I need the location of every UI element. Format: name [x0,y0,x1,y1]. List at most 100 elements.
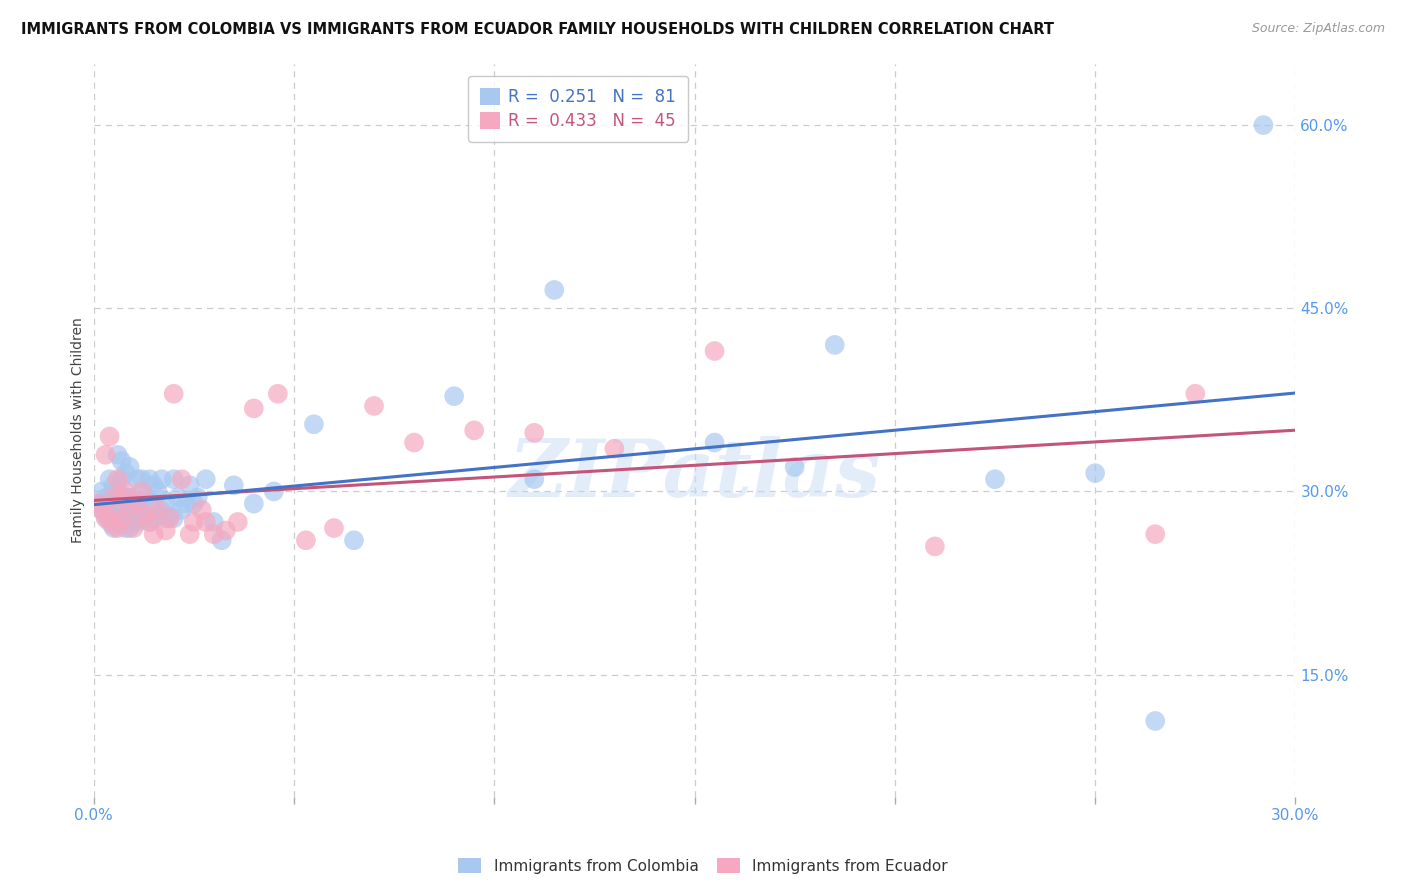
Point [243,401,266,416]
Point [90,502,112,516]
Point [103,491,125,505]
Point [103,491,125,505]
Point [110,491,132,505]
Point [114,466,136,480]
Y-axis label: Family Households with Children: Family Households with Children [72,318,86,543]
Point [94,511,117,525]
Point [131,494,153,508]
Point [131,511,153,525]
Point [94,448,117,462]
Point [118,460,141,475]
Point [122,521,145,535]
Point [94,508,117,523]
Point [783,460,806,475]
Point [94,497,117,511]
Point [170,502,193,516]
Point [114,508,136,523]
Point [118,521,141,535]
Point [163,386,186,401]
Point [131,484,153,499]
Point [122,491,145,505]
Point [194,515,217,529]
Point [824,338,846,352]
Point [127,497,149,511]
Point [226,515,249,529]
Point [146,508,169,523]
Point [159,511,181,525]
Point [107,472,129,486]
Point [122,515,145,529]
Point [1144,527,1167,541]
Point [155,494,177,508]
Point [90,502,112,516]
Point [1184,386,1206,401]
Point [142,527,165,541]
Point [103,518,125,533]
Point [343,533,366,548]
Point [90,484,112,499]
Point [142,497,165,511]
Point [170,472,193,486]
Point [159,508,181,523]
Point [107,491,129,505]
Point [243,497,266,511]
Point [142,478,165,492]
Point [110,502,132,516]
Point [110,472,132,486]
Point [443,389,465,403]
Point [302,417,325,432]
Point [131,472,153,486]
Point [163,511,186,525]
Point [179,527,201,541]
Point [267,386,290,401]
Point [118,502,141,516]
Point [1084,466,1107,480]
Point [155,511,177,525]
Point [404,435,426,450]
Point [163,472,186,486]
Point [603,442,626,456]
Point [138,515,160,529]
Point [263,484,285,499]
Point [463,423,485,437]
Text: Source: ZipAtlas.com: Source: ZipAtlas.com [1251,22,1385,36]
Point [107,515,129,529]
Text: ZIPatlas: ZIPatlas [509,435,880,513]
Point [703,435,725,450]
Point [114,521,136,535]
Point [150,502,173,516]
Point [183,515,205,529]
Point [135,508,157,523]
Point [211,533,233,548]
Point [98,491,121,505]
Point [135,508,157,523]
Point [107,502,129,516]
Point [179,478,201,492]
Point [135,491,157,505]
Point [222,478,245,492]
Point [107,448,129,462]
Point [86,497,108,511]
Point [523,425,546,440]
Point [98,515,121,529]
Point [103,521,125,535]
Point [107,521,129,535]
Point [363,399,385,413]
Point [127,499,149,513]
Point [146,484,169,499]
Point [295,533,318,548]
Point [984,472,1007,486]
Point [127,515,149,529]
Point [98,472,121,486]
Point [183,497,205,511]
Point [110,511,132,525]
Point [114,484,136,499]
Legend: Immigrants from Colombia, Immigrants from Ecuador: Immigrants from Colombia, Immigrants fro… [453,852,953,880]
Point [86,497,108,511]
Point [215,524,238,538]
Text: IMMIGRANTS FROM COLOMBIA VS IMMIGRANTS FROM ECUADOR FAMILY HOUSEHOLDS WITH CHILD: IMMIGRANTS FROM COLOMBIA VS IMMIGRANTS F… [21,22,1054,37]
Point [118,508,141,523]
Point [202,527,225,541]
Point [166,491,188,505]
Point [127,472,149,486]
